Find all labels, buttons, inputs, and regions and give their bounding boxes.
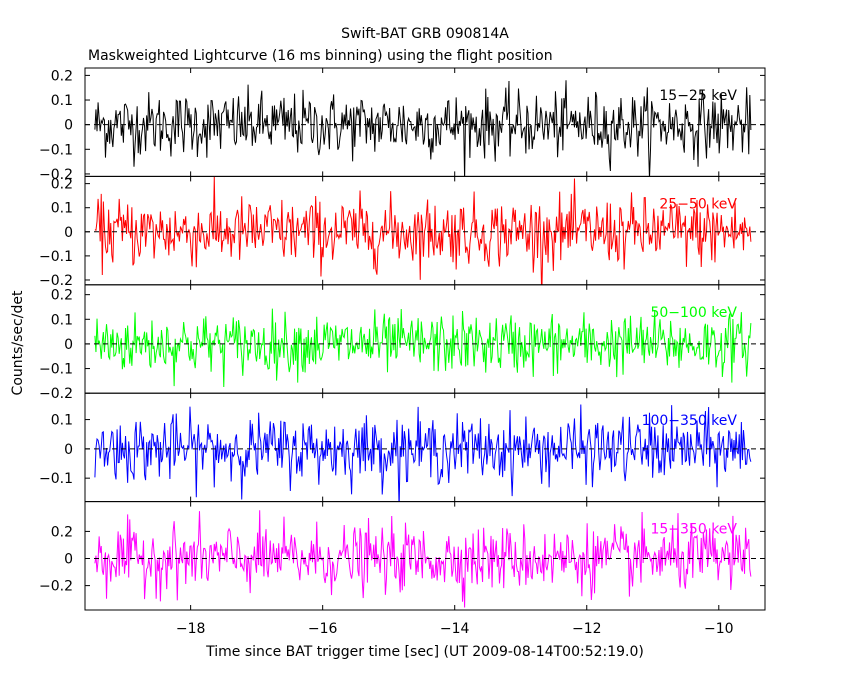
y-tick-label: −0.2 <box>39 273 73 289</box>
panel-frame <box>84 392 766 503</box>
series-line <box>94 80 752 177</box>
x-tick-label: −12 <box>572 621 602 637</box>
y-tick-label: −0.1 <box>39 249 73 265</box>
panel-100-350-kev: −0.1 0 0.1 100−350 keV <box>39 392 766 503</box>
x-axis-label: Time since BAT trigger time [sec] (UT 20… <box>205 644 644 660</box>
y-tick-label: −0.1 <box>39 471 73 487</box>
y-tick-label: 0.1 <box>51 93 73 109</box>
band-label: 15−350 keV <box>650 522 737 538</box>
y-tick-label: −0.2 <box>39 167 73 183</box>
panel-frame <box>84 501 766 611</box>
chart-subtitle: Maskweighted Lightcurve (16 ms binning) … <box>88 48 553 64</box>
x-tick-label: −14 <box>440 621 470 637</box>
y-tick-label: 0.1 <box>51 413 73 429</box>
y-tick-label: 0.2 <box>51 177 73 193</box>
y-tick-label: −0.1 <box>39 142 73 158</box>
y-tick-label: 0 <box>64 225 73 241</box>
series-line <box>94 404 752 502</box>
y-axis-label: Counts/sec/det <box>10 290 26 395</box>
y-tick-label: −0.2 <box>39 579 73 595</box>
y-tick-label: 0 <box>64 337 73 353</box>
band-label: 25−50 keV <box>659 196 737 212</box>
x-tick-label: −10 <box>704 621 734 637</box>
series-line <box>94 510 752 608</box>
y-tick-label: 0 <box>64 442 73 458</box>
panel-25-50-kev: −0.2 −0.1 0 0.1 0.2 25−50 keV <box>39 175 766 289</box>
y-tick-label: −0.2 <box>39 386 73 402</box>
band-label: 15−25 keV <box>659 88 737 104</box>
y-tick-label: 0.2 <box>51 288 73 304</box>
panel-50-100-kev: −0.2 −0.1 0 0.1 0.2 50−100 keV <box>39 284 766 402</box>
band-label: 50−100 keV <box>650 305 737 321</box>
x-tick-label: −16 <box>308 621 338 637</box>
y-tick-label: 0 <box>64 552 73 568</box>
panel-15-25-kev: −0.2 −0.1 0 0.1 0.2 15−25 keV <box>39 67 766 183</box>
panels-group: −0.2 −0.1 0 0.1 0.2 15−25 keV −0.2 −0.1 0 0.1 0.2 2… <box>39 67 766 637</box>
x-tick-label: −18 <box>176 621 206 637</box>
y-tick-label: 0 <box>64 118 73 134</box>
y-tick-label: 0.1 <box>51 201 73 217</box>
series-line <box>94 176 752 285</box>
y-tick-label: 0.1 <box>51 312 73 328</box>
y-tick-label: 0.2 <box>51 524 73 540</box>
band-label: 100−350 keV <box>642 413 738 429</box>
y-tick-label: 0.2 <box>51 68 73 84</box>
y-tick-label: −0.1 <box>39 362 73 378</box>
panel-15-350-kev: −0.2 0 0.2 15−350 keV <box>39 501 766 611</box>
chart-title: Swift-BAT GRB 090814A <box>341 26 509 42</box>
